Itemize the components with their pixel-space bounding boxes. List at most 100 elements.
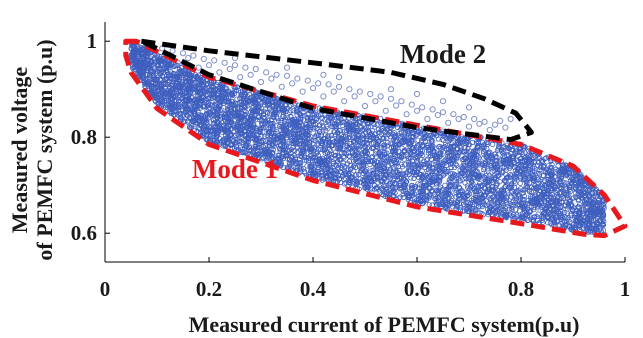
data-point — [348, 129, 354, 135]
data-point — [358, 123, 364, 129]
data-point — [383, 135, 389, 141]
data-point — [201, 133, 207, 139]
data-point — [456, 149, 462, 156]
data-point — [307, 153, 313, 159]
data-point — [327, 114, 333, 121]
data-point — [283, 153, 289, 159]
data-point — [369, 153, 376, 160]
data-point — [547, 177, 553, 183]
data-point — [368, 176, 374, 182]
data-point — [257, 128, 263, 134]
data-point — [228, 108, 234, 114]
data-point — [365, 124, 371, 130]
data-point — [503, 160, 510, 166]
data-point — [475, 149, 481, 155]
data-point — [378, 178, 384, 184]
data-point — [384, 126, 391, 132]
data-point — [199, 76, 205, 82]
data-point — [323, 128, 329, 134]
data-point — [253, 132, 259, 138]
data-point — [380, 142, 387, 148]
data-point — [207, 90, 213, 96]
data-point — [520, 213, 526, 219]
data-point — [217, 139, 223, 145]
data-point — [417, 172, 423, 178]
data-point — [280, 127, 286, 133]
data-point — [172, 76, 178, 82]
data-point — [433, 195, 439, 201]
data-point — [348, 175, 355, 181]
data-point — [234, 126, 240, 132]
data-point — [513, 173, 519, 179]
data-point — [352, 134, 358, 140]
data-point — [554, 206, 560, 212]
data-point — [316, 123, 323, 129]
data-point — [169, 79, 175, 85]
data-point — [454, 141, 460, 147]
data-point — [283, 108, 289, 115]
data-point — [262, 99, 268, 105]
data-point — [581, 180, 587, 186]
data-point — [332, 156, 338, 162]
data-point — [195, 72, 202, 78]
data-point — [186, 124, 192, 130]
data-point — [554, 219, 560, 225]
data-point — [141, 60, 147, 66]
data-point — [426, 179, 433, 185]
data-point — [218, 95, 224, 101]
data-point — [198, 77, 204, 83]
data-point — [297, 112, 304, 118]
data-point — [456, 185, 462, 191]
data-point — [512, 150, 519, 156]
data-point — [513, 189, 519, 195]
data-point — [249, 150, 255, 156]
data-point — [502, 213, 508, 220]
data-point — [305, 115, 311, 121]
data-point — [375, 144, 381, 150]
data-point — [404, 146, 410, 152]
data-point — [519, 211, 526, 217]
data-point — [577, 177, 583, 183]
data-point — [545, 214, 551, 221]
data-point — [499, 149, 505, 155]
data-point — [364, 150, 370, 157]
data-point — [453, 175, 459, 181]
data-point — [328, 143, 334, 149]
data-point — [170, 73, 177, 79]
data-point — [549, 186, 556, 192]
data-point — [334, 140, 340, 146]
data-point — [508, 190, 514, 196]
data-point — [574, 173, 581, 179]
data-point — [300, 141, 307, 147]
data-point — [232, 85, 239, 91]
data-point — [416, 163, 422, 169]
data-point — [261, 133, 268, 139]
data-point — [503, 194, 510, 200]
data-point — [321, 144, 327, 150]
data-point — [192, 118, 198, 124]
data-point — [215, 79, 221, 86]
data-point — [168, 104, 174, 110]
data-point — [228, 132, 234, 139]
data-point — [556, 199, 563, 205]
data-point — [284, 121, 290, 128]
data-point — [522, 177, 528, 183]
data-point — [532, 183, 538, 189]
data-point — [588, 208, 594, 214]
data-point — [476, 188, 482, 194]
data-point — [481, 202, 487, 208]
data-point — [489, 202, 495, 208]
data-point — [474, 162, 480, 168]
data-point — [291, 128, 297, 134]
data-point — [544, 204, 550, 211]
data-point — [433, 181, 439, 187]
data-point — [461, 155, 468, 161]
data-point — [397, 194, 403, 200]
data-point — [266, 152, 272, 158]
data-point — [202, 103, 208, 109]
data-point — [194, 75, 200, 81]
data-point — [531, 200, 537, 206]
data-point — [372, 124, 378, 130]
data-point — [269, 151, 275, 157]
data-point — [473, 189, 479, 195]
